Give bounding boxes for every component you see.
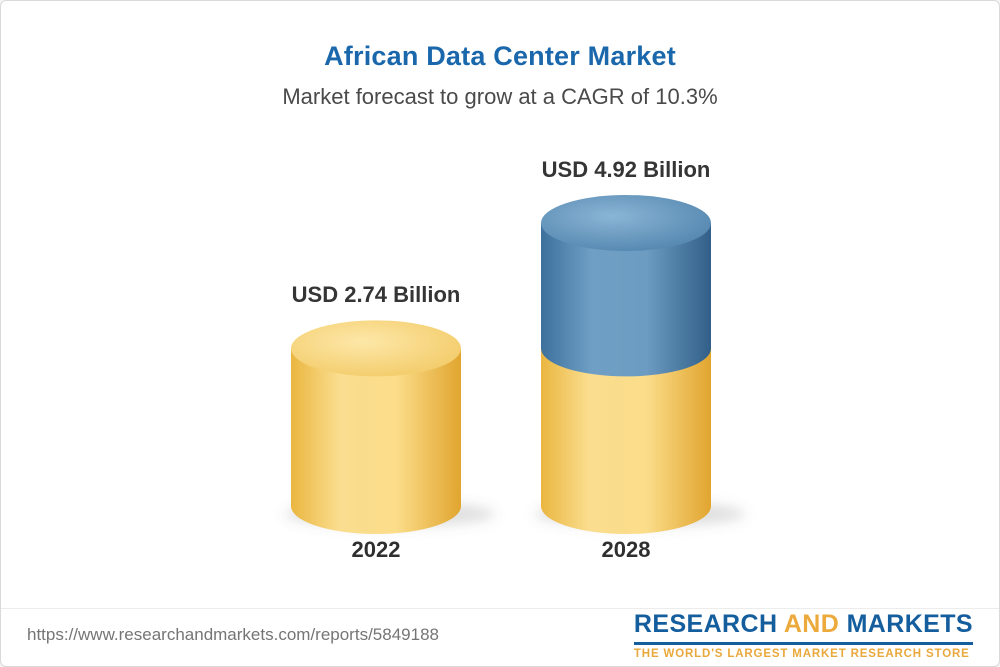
chart-title: African Data Center Market	[324, 41, 676, 71]
brand-tagline: THE WORLD'S LARGEST MARKET RESEARCH STOR…	[633, 647, 970, 660]
brand-wordmark: RESEARCH AND MARKETS	[634, 610, 973, 639]
category-label-2028: 2028	[601, 537, 651, 562]
brand-rule	[633, 641, 973, 645]
value-label-2022: USD 2.74 Billion	[291, 282, 461, 308]
chart-subtitle: Market forecast to grow at a CAGR of 10.…	[282, 84, 718, 109]
cylinder-segment-blue	[541, 223, 711, 377]
cylinder-top	[541, 195, 711, 251]
category-label-2022: 2022	[351, 537, 401, 562]
brand-word-and: AND	[783, 609, 840, 638]
footer: https://www.researchandmarkets.com/repor…	[1, 608, 999, 666]
brand-word-markets: MARKETS	[846, 609, 973, 638]
cylinder-segment-gold	[541, 348, 711, 534]
brand-logo: RESEARCH AND MARKETS THE WORLD'S LARGEST…	[633, 610, 973, 660]
value-label-2028: USD 4.92 Billion	[541, 157, 711, 182]
cylinder-segment-gold	[291, 348, 461, 534]
cylinder-top	[291, 320, 461, 377]
report-url: https://www.researchandmarkets.com/repor…	[27, 624, 439, 644]
brand-word-research: RESEARCH	[633, 609, 778, 638]
